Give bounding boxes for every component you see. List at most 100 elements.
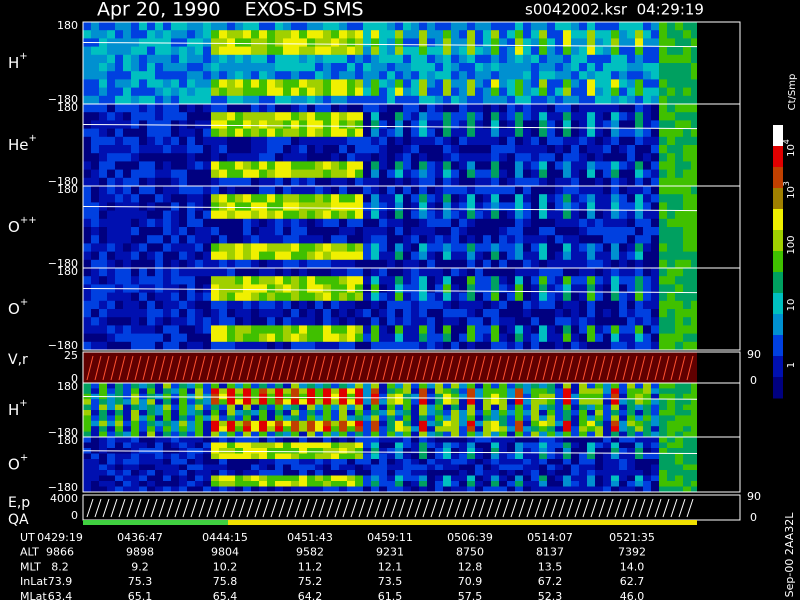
spectrogram-cell: [435, 54, 443, 64]
spectrogram-cell: [531, 153, 539, 162]
spectrogram-cell: [267, 30, 275, 39]
spectrogram-cell: [251, 442, 259, 449]
spectrogram-cell: [379, 235, 387, 244]
spectrogram-cell: [363, 399, 371, 406]
spectrogram-cell: [363, 120, 371, 130]
spectrogram-cell: [379, 453, 387, 460]
spectrogram-cell: [619, 120, 627, 130]
spectrogram-cell: [99, 404, 107, 411]
spectrogram-cell: [203, 235, 211, 244]
spectrogram-cell: [363, 202, 371, 212]
spectrogram-cell: [459, 464, 467, 471]
spectrogram-cell: [531, 459, 539, 465]
spectrogram-cell: [579, 383, 587, 389]
spectrogram-cell: [203, 71, 211, 80]
spectrogram-cell: [99, 399, 107, 406]
spectrogram-cell: [155, 276, 163, 285]
spectrogram-cell: [339, 464, 347, 471]
spectrogram-cell: [475, 153, 483, 162]
spectrogram-cell: [451, 145, 459, 154]
spectrogram-cell: [339, 22, 347, 31]
spectrogram-cell: [627, 71, 635, 80]
spectrogram-cell: [363, 38, 371, 48]
spectrogram-cell: [227, 46, 235, 56]
spectrogram-cell: [123, 22, 131, 31]
spectrogram-cell: [627, 437, 635, 443]
spectrogram-cell: [371, 194, 379, 203]
spectrogram-cell: [675, 202, 683, 212]
spectrogram-cell: [179, 333, 187, 343]
spectrogram-cell: [411, 486, 419, 493]
spectrogram-cell: [211, 153, 219, 162]
spectrogram-cell: [435, 87, 443, 97]
spectrogram-cell: [403, 112, 411, 121]
spectrogram-cell: [91, 54, 99, 64]
spectrogram-cell: [587, 243, 595, 253]
spectrogram-cell: [363, 251, 371, 261]
spectrogram-cell: [147, 235, 155, 244]
right-tick-label: 0: [750, 511, 757, 524]
spectrogram-cell: [299, 388, 307, 395]
spectrogram-cell: [595, 95, 603, 105]
spectrogram-cell: [419, 300, 427, 310]
spectrogram-cell: [283, 388, 291, 395]
spectrogram-cell: [571, 227, 579, 236]
spectrogram-cell: [515, 486, 523, 493]
spectrogram-cell: [115, 300, 123, 310]
spectrogram-cell: [459, 194, 467, 203]
spectrogram-cell: [139, 22, 147, 31]
spectrogram-cell: [379, 426, 387, 433]
spectrogram-cell: [427, 104, 435, 113]
spectrogram-cell: [155, 325, 163, 335]
spectrogram-cell: [235, 63, 243, 72]
spectrogram-cell: [211, 259, 219, 269]
spectrogram-cell: [587, 79, 595, 89]
spectrogram-cell: [323, 128, 331, 138]
spectrogram-cell: [507, 431, 515, 438]
spectrogram-cell: [83, 309, 91, 318]
spectrogram-cell: [251, 259, 259, 269]
spectrogram-cell: [131, 71, 139, 80]
spectrogram-cell: [547, 388, 555, 395]
spectrogram-cell: [227, 54, 235, 64]
spectrogram-cell: [395, 145, 403, 154]
spectrogram-cell: [507, 177, 515, 187]
spectrogram-cell: [555, 388, 563, 395]
spectrogram-cell: [387, 30, 395, 39]
spectrogram-cell: [139, 437, 147, 443]
spectrogram-cell: [563, 300, 571, 310]
spectrogram-cell: [499, 128, 507, 138]
spectrogram-cell: [259, 448, 267, 454]
spectrogram-cell: [531, 420, 539, 427]
spectrogram-cell: [139, 259, 147, 269]
spectrogram-cell: [531, 120, 539, 130]
spectrogram-cell: [507, 388, 515, 395]
spectrogram-cell: [331, 112, 339, 121]
spectrogram-cell: [683, 161, 691, 171]
spectrogram-cell: [547, 79, 555, 89]
spectrogram-cell: [515, 112, 523, 121]
spectrogram-cell: [187, 481, 195, 487]
spectrogram-cell: [651, 54, 659, 64]
spectrogram-cell: [595, 259, 603, 269]
spectrogram-cell: [603, 276, 611, 285]
spectrogram-cell: [331, 309, 339, 318]
spectrogram-cell: [227, 259, 235, 269]
spectrogram-cell: [483, 202, 491, 212]
spectrogram-cell: [659, 325, 667, 335]
spectrogram-cell: [499, 426, 507, 433]
spectrogram-cell: [499, 54, 507, 64]
spectrogram-cell: [347, 268, 355, 277]
spectrogram-cell: [299, 227, 307, 236]
spectrogram-cell: [547, 177, 555, 187]
ephemeris-value: 10.2: [213, 560, 238, 573]
spectrogram-cell: [211, 79, 219, 89]
spectrogram-cell: [299, 153, 307, 162]
spectrogram-cell: [467, 153, 475, 162]
spectrogram-cell: [443, 227, 451, 236]
spectrogram-cell: [99, 177, 107, 187]
spectrogram-cell: [459, 404, 467, 411]
spectrogram-cell: [419, 79, 427, 89]
spectrogram-cell: [595, 309, 603, 318]
spectrogram-cell: [259, 210, 267, 220]
